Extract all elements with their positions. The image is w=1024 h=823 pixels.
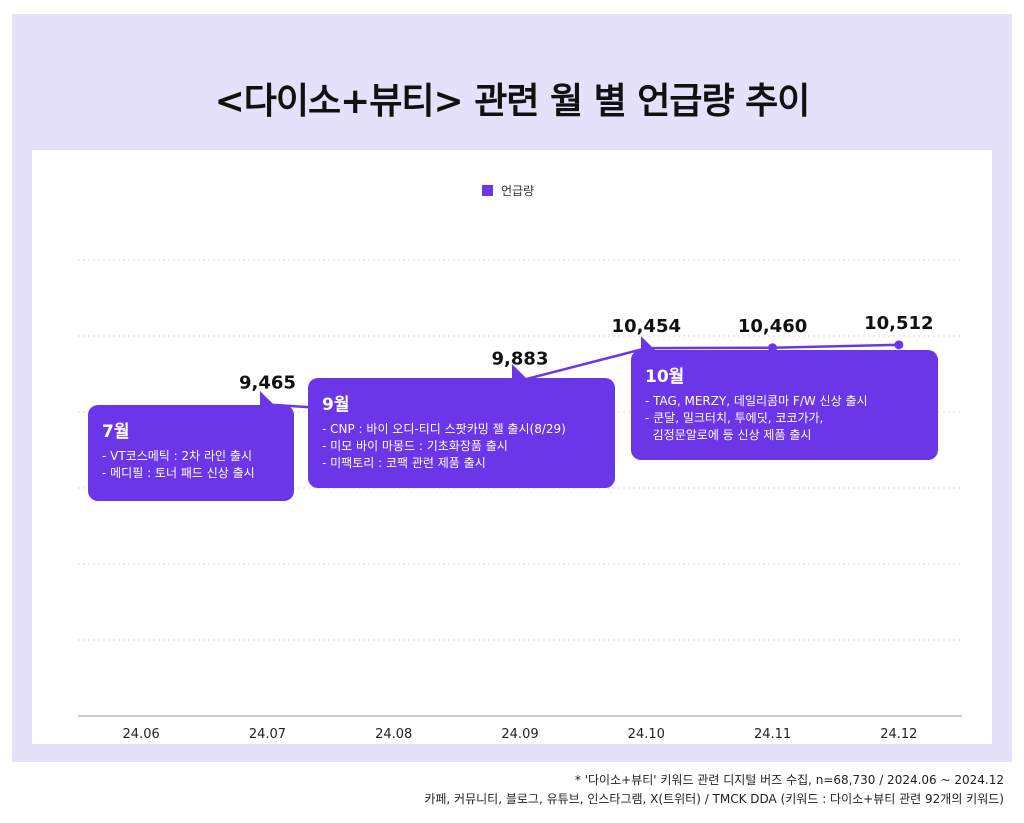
legend-swatch xyxy=(482,185,493,196)
data-label: 10,460 xyxy=(738,316,807,337)
callout-tail xyxy=(641,336,655,350)
callout-line: - 메디필 : 토너 패드 신상 출시 xyxy=(102,466,255,480)
callout-line: - 미모 바이 마몽드 : 기초화장품 출시 xyxy=(322,439,508,453)
data-label: 10,512 xyxy=(864,313,933,334)
legend: 언급량 xyxy=(482,184,534,198)
callout-line: 김정문알로에 등 신상 제품 출시 xyxy=(645,428,812,442)
x-tick-label: 24.09 xyxy=(501,727,538,742)
callout-september: 9월 - CNP : 바이 오디-티디 스팟카밍 젤 출시(8/29) - 미모… xyxy=(308,364,615,488)
callout-month: 10월 xyxy=(645,367,685,387)
callout-line: - CNP : 바이 오디-티디 스팟카밍 젤 출시(8/29) xyxy=(322,422,566,436)
callout-july: 7월 - VT코스메틱 : 2차 라인 출시 - 메디필 : 토너 패드 신상 … xyxy=(88,391,294,501)
source-note-line: * '다이소+뷰티' 키워드 관련 디지털 버즈 수집, n=68,730 / … xyxy=(574,773,1004,787)
x-tick-label: 24.08 xyxy=(375,727,412,742)
x-tick-label: 24.06 xyxy=(123,727,160,742)
data-label: 9,883 xyxy=(492,349,549,370)
callout-month: 9월 xyxy=(322,395,350,415)
callout-tail xyxy=(260,391,274,405)
legend-label: 언급량 xyxy=(501,184,534,198)
callout-tail xyxy=(512,364,526,378)
x-tick-label: 24.12 xyxy=(880,727,917,742)
data-label: 10,454 xyxy=(612,316,681,337)
callout-october: 10월 - TAG, MERZY, 데일리콤마 F/W 신상 출시 - 쿤달, … xyxy=(631,336,938,460)
chart-card: <다이소+뷰티> 관련 월 별 언급량 추이 언급량 24.06 24.07 24.0… xyxy=(12,14,1012,762)
source-note-line: 카페, 커뮤니티, 블로그, 유튜브, 인스타그램, X(트위터) / TMCK… xyxy=(424,792,1004,806)
page-title: <다이소+뷰티> 관련 월 별 언급량 추이 xyxy=(214,81,811,122)
callout-month: 7월 xyxy=(102,422,130,442)
x-tick-label: 24.11 xyxy=(754,727,791,742)
x-tick-label: 24.10 xyxy=(628,727,665,742)
callout-line: - 미팩토리 : 코팩 관련 제품 출시 xyxy=(322,456,486,470)
data-label: 9,465 xyxy=(239,372,296,393)
callout-line: - VT코스메틱 : 2차 라인 출시 xyxy=(102,449,252,463)
callout-line: - 쿤달, 밀크터치, 투에딧, 코코가가, xyxy=(645,411,824,425)
data-point xyxy=(894,340,904,350)
chart-panel: 언급량24.0624.0724.0824.0924.1024.1124.128,… xyxy=(32,150,992,744)
source-note: * '다이소+뷰티' 키워드 관련 디지털 버즈 수집, n=68,730 / … xyxy=(424,771,1004,809)
x-tick-label: 24.07 xyxy=(249,727,286,742)
callout-line: - TAG, MERZY, 데일리콤마 F/W 신상 출시 xyxy=(645,394,868,408)
